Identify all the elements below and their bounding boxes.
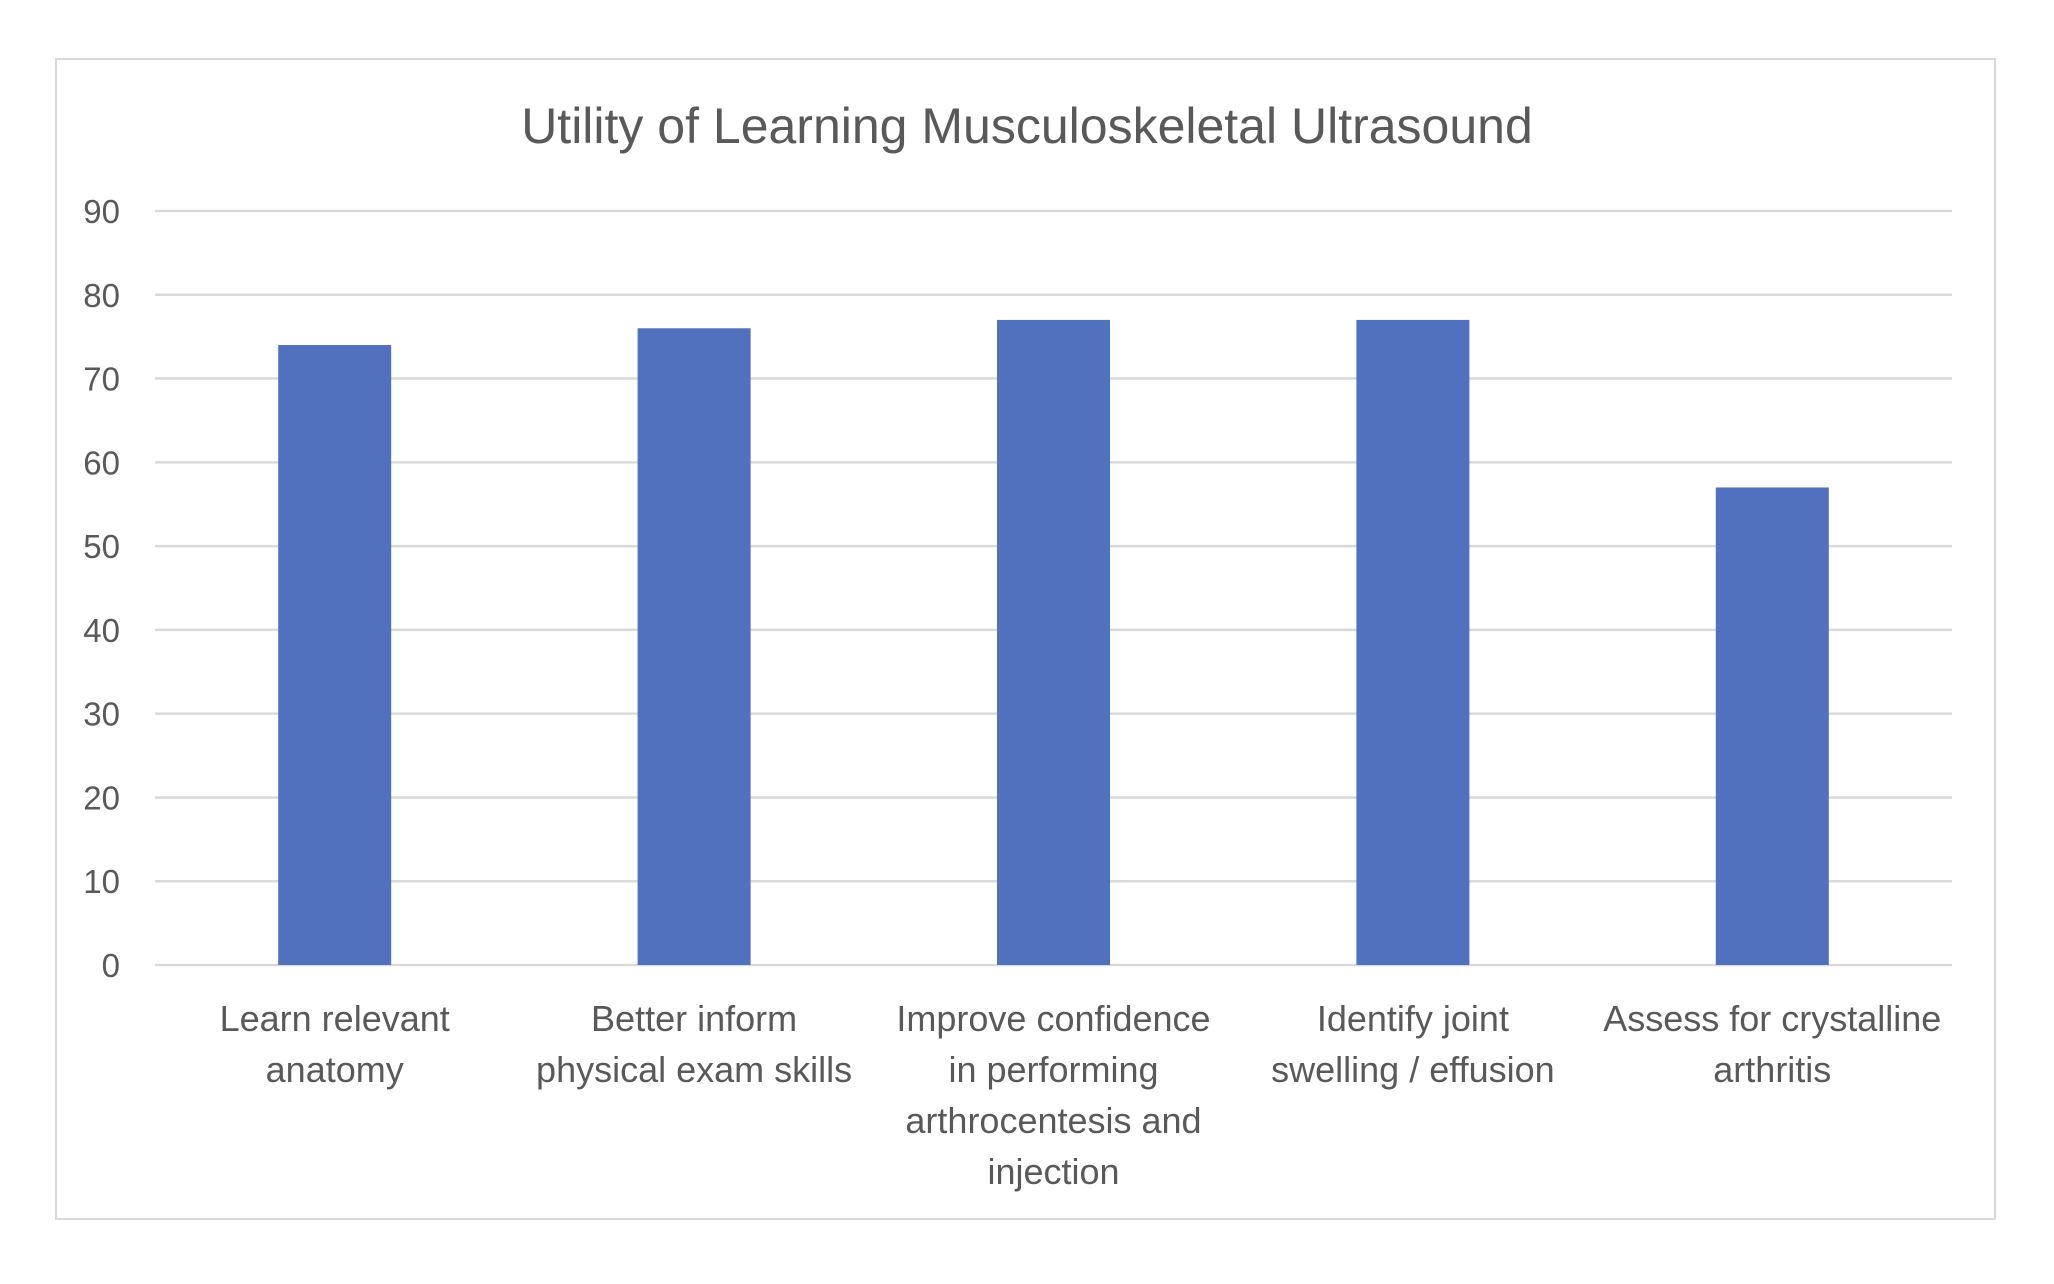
x-tick-label: in performing — [948, 1049, 1158, 1090]
y-tick-label: 10 — [83, 863, 120, 900]
x-tick-label: Learn relevant — [220, 998, 450, 1039]
y-tick-label: 30 — [83, 696, 120, 733]
x-tick-label: injection — [987, 1151, 1119, 1192]
chart-frame — [55, 58, 1996, 1220]
bar — [278, 345, 392, 965]
y-tick-label: 60 — [83, 444, 120, 481]
x-tick-label: Identify joint — [1317, 998, 1509, 1039]
x-tick-label: physical exam skills — [536, 1049, 852, 1090]
y-tick-label: 80 — [83, 277, 120, 314]
x-tick-label: Assess for crystalline — [1603, 998, 1941, 1039]
chart-title: Utility of Learning Musculoskeletal Ultr… — [521, 98, 1533, 154]
x-tick-label: swelling / effusion — [1271, 1049, 1555, 1090]
x-tick-label: anatomy — [266, 1049, 404, 1090]
x-tick-label: arthrocentesis and — [905, 1100, 1201, 1141]
y-tick-label: 0 — [102, 947, 120, 984]
y-tick-label: 90 — [83, 193, 120, 230]
x-tick-label: Better inform — [591, 998, 797, 1039]
y-tick-label: 40 — [83, 612, 120, 649]
x-tick-label: arthritis — [1713, 1049, 1831, 1090]
x-tick-label: Improve confidence — [896, 998, 1210, 1039]
bar — [1356, 319, 1470, 965]
bar — [637, 328, 751, 965]
bar — [1715, 487, 1829, 965]
y-tick-label: 20 — [83, 779, 120, 816]
bar — [997, 319, 1110, 965]
y-tick-label: 50 — [83, 528, 120, 565]
y-tick-label: 70 — [83, 361, 120, 398]
